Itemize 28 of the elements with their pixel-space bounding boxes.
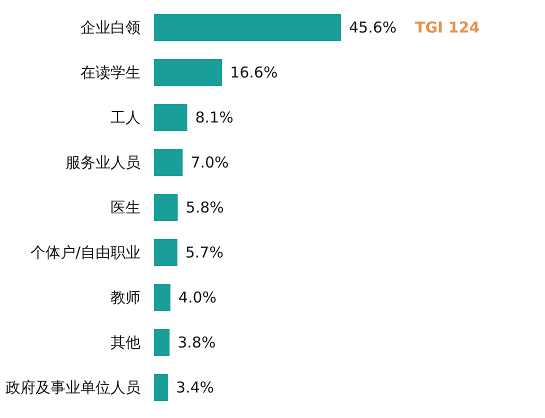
bar	[154, 59, 222, 86]
y-tick-label: 医生	[110, 198, 140, 216]
data-label: 7.0%	[190, 154, 229, 172]
bar	[154, 284, 170, 311]
y-tick-label: 工人	[110, 108, 140, 126]
bar	[154, 194, 178, 221]
y-tick-label: 服务业人员	[66, 154, 140, 172]
bar	[154, 329, 170, 356]
data-label: 4.0%	[178, 288, 217, 306]
y-tick-label: 政府及事业单位人员	[6, 378, 140, 396]
bar	[154, 149, 183, 176]
y-tick-label: 个体户/自由职业	[30, 244, 140, 262]
y-tick-label: 企业白领	[80, 18, 140, 36]
data-label: 16.6%	[230, 64, 278, 82]
bar	[154, 104, 188, 131]
text: TGI 124	[415, 18, 480, 36]
bar	[154, 374, 168, 401]
y-tick-label: 教师	[110, 288, 140, 306]
data-label: 5.8%	[186, 198, 224, 216]
bar	[154, 14, 341, 41]
y-tick-label: 在读学生	[80, 64, 140, 82]
data-label: 5.7%	[185, 244, 224, 262]
data-label: 8.1%	[195, 108, 234, 126]
y-tick-label: 其他	[110, 334, 140, 352]
data-label: 3.8%	[178, 334, 216, 352]
data-label: 3.4%	[176, 378, 214, 396]
data-label: 45.6%	[349, 18, 397, 36]
bar	[154, 239, 178, 266]
